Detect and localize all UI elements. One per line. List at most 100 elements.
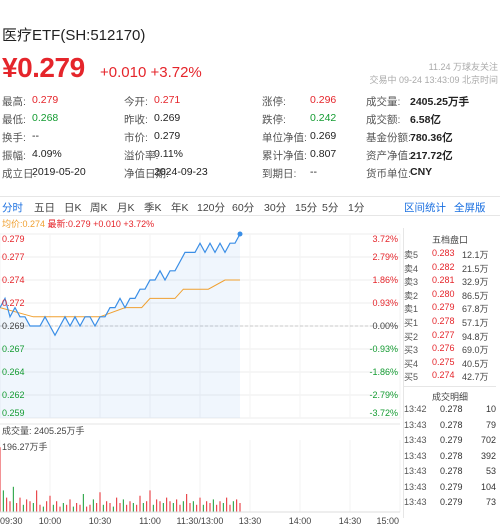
- pct-axis-label: 0.00%: [372, 321, 398, 331]
- time-axis-label: 15:00: [376, 516, 399, 526]
- stat-value: 2405.25万手: [410, 96, 469, 108]
- order-book-price: 0.277: [432, 329, 455, 340]
- pct-axis-label: 3.72%: [372, 234, 398, 244]
- pct-axis-label: 1.86%: [372, 275, 398, 285]
- stat-value: 0.269: [154, 112, 181, 124]
- stat-label: 跌停:: [262, 114, 286, 126]
- price-axis-label: 0.269: [2, 321, 25, 331]
- chart-period-tabs: 分时 五日 日K 周K 月K 季K 年K 120分 60分 30分 15分 5分 1分 区间统计 全屏版: [0, 196, 500, 216]
- order-book-vol: 42.7万: [462, 372, 489, 383]
- tab-period[interactable]: 120分: [197, 202, 226, 214]
- pct-axis-label: 0.93%: [372, 298, 398, 308]
- current-price: ¥0.279: [2, 52, 85, 83]
- stat-label: 最高:: [2, 96, 26, 108]
- interval-stats-link[interactable]: 区间统计: [404, 202, 446, 214]
- stat-label: 市价:: [124, 132, 148, 144]
- trade-time: 13:43: [404, 419, 427, 430]
- price-axis-label: 0.279: [2, 234, 25, 244]
- stat-label: 货币单位:: [366, 168, 411, 180]
- time-axis-label: 09:30: [0, 516, 23, 526]
- price-area: [0, 234, 240, 418]
- order-book-side: 买3: [404, 345, 419, 356]
- trade-detail-title: 成交明细: [431, 392, 468, 402]
- stat-label: 最低:: [2, 114, 26, 126]
- trade-price: 0.278: [440, 450, 463, 461]
- trade-price: 0.278: [440, 419, 463, 430]
- order-book-price: 0.276: [432, 343, 455, 354]
- chart-legend: 均价:0.274 最新:0.279 +0.010 +3.72%: [2, 217, 154, 230]
- intraday-chart[interactable]: 0.279 0.277 0.274 0.272 0.269 0.267 0.264 0.262…: [0, 228, 402, 528]
- trade-price: 0.279: [440, 481, 463, 492]
- stat-label: 涨停:: [262, 96, 286, 108]
- stat-value: 0.296: [310, 94, 337, 106]
- order-book-price: 0.282: [432, 261, 455, 272]
- trade-time: 13:43: [404, 450, 427, 461]
- stat-value: CNY: [410, 166, 433, 178]
- time-axis-label: 10:30: [89, 516, 112, 526]
- avg-price-line: [0, 279, 240, 318]
- tab-period[interactable]: 60分: [232, 202, 255, 214]
- time-axis-label: 14:00: [289, 516, 312, 526]
- tab-period[interactable]: 15分: [295, 202, 318, 214]
- follower-count: 11.24 万球友关注: [428, 62, 498, 72]
- price-change: +0.010 +3.72%: [100, 64, 202, 81]
- trade-vol: 73: [485, 497, 496, 507]
- fullscreen-link[interactable]: 全屏版: [454, 202, 486, 214]
- trade-vol: 392: [480, 450, 496, 461]
- stat-value: 0.242: [310, 112, 337, 124]
- tab-period[interactable]: 周K: [90, 202, 108, 214]
- order-book-vol: 69.0万: [462, 345, 489, 356]
- stat-label: 基金份额:: [366, 132, 411, 144]
- price-axis-label: 0.277: [2, 252, 25, 262]
- order-book-side: 买1: [404, 318, 419, 328]
- time-axis-label: 13:30: [239, 516, 262, 526]
- tab-period[interactable]: 1分: [348, 202, 365, 214]
- pct-axis-label: -2.79%: [369, 390, 398, 400]
- stat-value: 0.268: [32, 112, 59, 124]
- stat-label: 成立日:: [2, 168, 37, 180]
- tab-period[interactable]: 月K: [117, 202, 135, 214]
- price-axis-label: 0.262: [2, 390, 25, 400]
- stat-label: 振幅:: [2, 150, 26, 162]
- order-book-vol: 57.1万: [462, 318, 489, 328]
- order-book-side: 卖5: [404, 250, 419, 260]
- side-divider: [403, 228, 404, 518]
- order-book-divider: [404, 386, 496, 387]
- volume-label: 成交量: 2405.25万手: [2, 425, 85, 436]
- time-axis-label: 14:30: [339, 516, 362, 526]
- tab-period[interactable]: 五日: [34, 202, 55, 214]
- trade-vol: 10: [485, 404, 496, 414]
- stat-value: 0.269: [310, 130, 337, 142]
- tab-period[interactable]: 分时: [2, 202, 23, 214]
- order-book-price: 0.281: [432, 275, 455, 286]
- order-book-vol: 86.5万: [462, 290, 489, 301]
- tab-period[interactable]: 30分: [264, 202, 287, 214]
- stat-value: 2024-09-23: [154, 166, 208, 178]
- tab-period[interactable]: 5分: [322, 202, 339, 214]
- stat-value: 6.58亿: [410, 114, 441, 126]
- order-book-side: 买5: [404, 372, 419, 383]
- stat-label: 换手:: [2, 132, 26, 144]
- tab-period[interactable]: 日K: [64, 202, 82, 214]
- trade-price: 0.279: [440, 435, 463, 445]
- order-book-vol: 94.8万: [462, 331, 489, 342]
- stat-label: 溢价率:: [124, 150, 159, 162]
- stat-value: 217.72亿: [410, 150, 453, 162]
- order-book-side: 卖1: [404, 304, 419, 315]
- time-axis-label: 11:00: [139, 516, 161, 526]
- trade-time: 13:42: [404, 404, 427, 414]
- order-book-vol: 40.5万: [462, 358, 489, 369]
- time-axis-label: 10:00: [39, 516, 62, 526]
- latest-price-dot: [237, 231, 243, 237]
- stat-value: 0.11%: [154, 148, 183, 160]
- tab-period[interactable]: 季K: [144, 202, 162, 214]
- pct-axis-label: -1.86%: [369, 367, 398, 377]
- order-book-title: 五档盘口: [431, 235, 468, 245]
- trade-vol: 79: [485, 419, 496, 430]
- pct-axis-label: 2.79%: [372, 252, 398, 262]
- tab-period[interactable]: 年K: [171, 202, 189, 214]
- stat-value: --: [310, 166, 317, 178]
- stat-value: 0.279: [154, 130, 181, 142]
- price-axis-label: 0.272: [2, 298, 25, 308]
- stat-label: 单位净值:: [262, 132, 307, 144]
